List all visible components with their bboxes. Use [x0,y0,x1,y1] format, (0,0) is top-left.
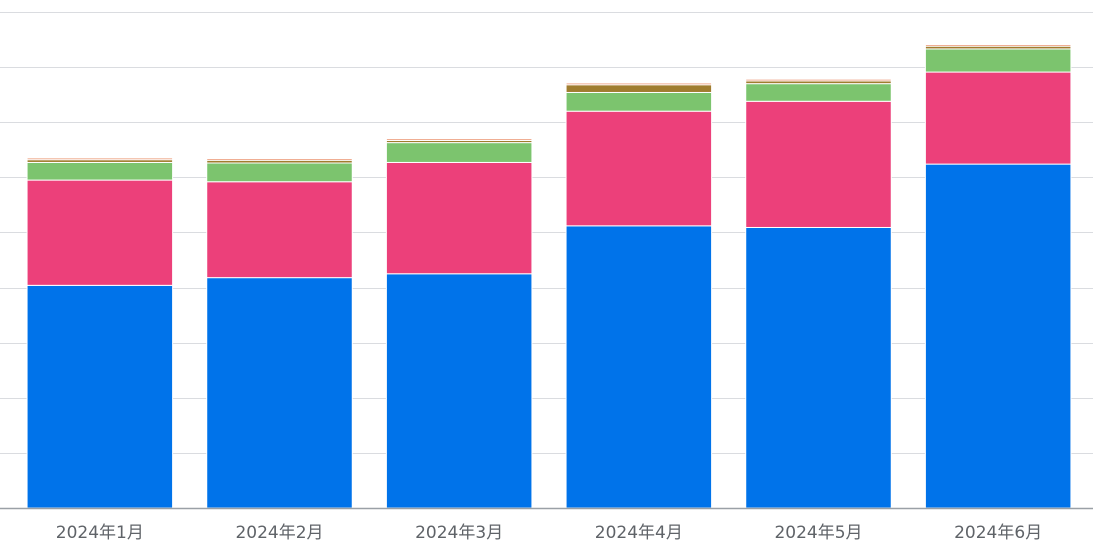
bar-segment[interactable] [565,225,713,509]
bar-segment[interactable] [565,82,713,86]
bar-segment[interactable] [206,158,353,161]
bars [26,44,1072,509]
bar-segment[interactable] [565,84,713,93]
bar-segment[interactable] [924,48,1072,73]
bar-segment[interactable] [565,91,713,112]
x-tick-label: 2024年5月 [774,523,862,543]
bar-segment[interactable] [385,138,533,141]
x-tick-label: 2024年1月 [56,523,144,543]
bar-segment[interactable] [924,71,1072,165]
bar-segment[interactable] [385,273,533,509]
x-axis: 2024年1月 2024年2月 2024年3月 2024年4月 2024年5月 2024年… [0,507,1093,543]
bar-segment[interactable] [745,78,892,82]
bar-segment[interactable] [745,100,892,228]
bar-segment[interactable] [385,161,533,275]
bar-segment[interactable] [26,179,174,286]
bar-segment[interactable] [924,163,1072,509]
bar-segment[interactable] [206,181,353,279]
x-tick-label: 2024年6月 [954,523,1042,543]
bar-segment[interactable] [565,110,713,227]
bar-segment[interactable] [26,161,174,181]
bar-segment[interactable] [745,226,892,509]
x-tick-label: 2024年3月 [415,523,503,543]
bar-segment[interactable] [745,83,892,102]
x-tick-label: 2024年2月 [235,523,323,543]
gridlines [0,12,1093,454]
bar-segment[interactable] [26,284,174,509]
bar-segment[interactable] [26,157,174,161]
bar-segment[interactable] [385,142,533,163]
x-tick-label: 2024年4月 [595,523,683,543]
bar-segment[interactable] [206,162,353,183]
bar-segment[interactable] [206,277,353,509]
bar-segment[interactable] [924,44,1072,47]
